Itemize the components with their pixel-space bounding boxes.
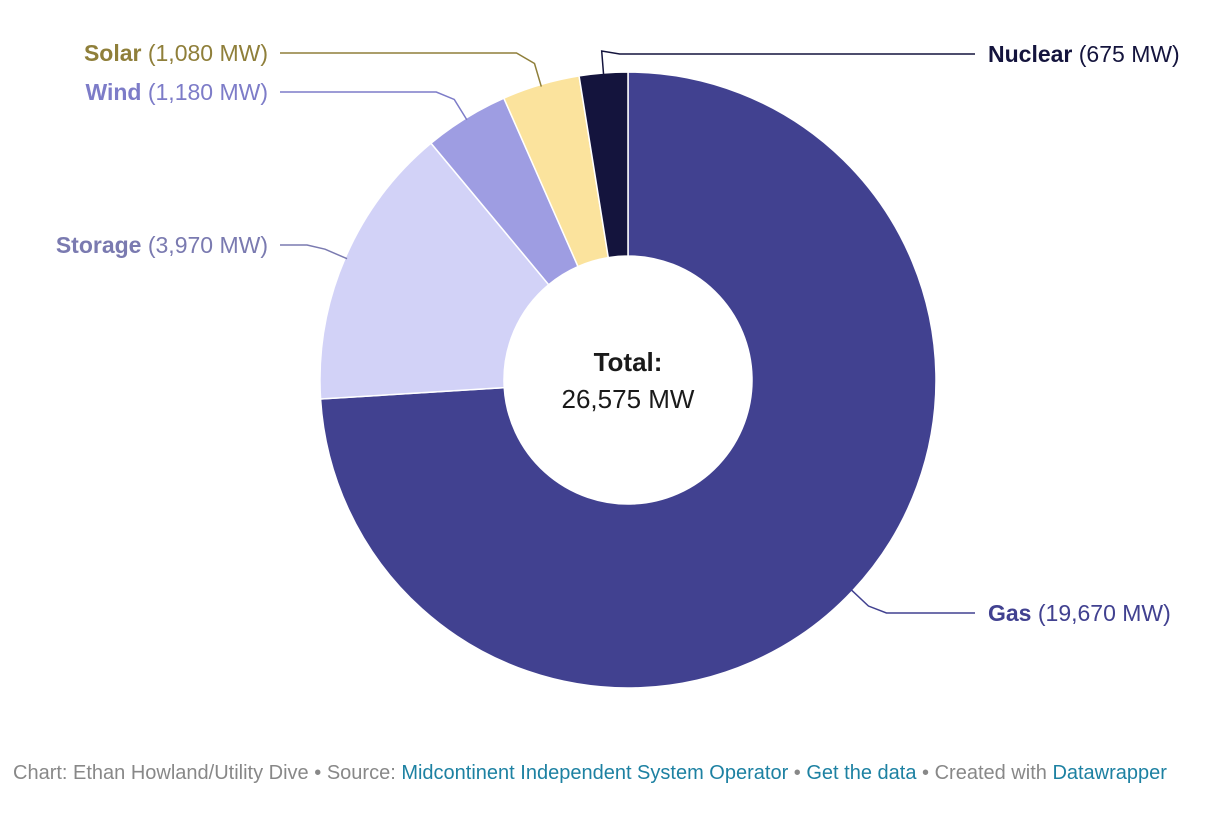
chart-footer: Chart: Ethan Howland/Utility Dive • Sour… [13, 760, 1183, 786]
label-name-storage: Storage [56, 232, 142, 258]
slice-labels: Gas (19,670 MW) Storage (3,970 MW) Wind (1… [56, 40, 1180, 626]
label-value-nuclear: (675 MW) [1072, 41, 1179, 67]
label-name-nuclear: Nuclear [988, 41, 1072, 67]
get-the-data-link[interactable]: Get the data [806, 762, 917, 784]
center-total-title: Total: [594, 347, 663, 377]
leader-line-wind [280, 91, 468, 121]
leader-line-nuclear [600, 50, 975, 76]
footer-separator: • [314, 762, 322, 784]
leader-line-storage [280, 244, 348, 260]
slice-gas [319, 71, 937, 689]
center-total-value: 26,575 MW [562, 384, 695, 414]
label-name-gas: Gas [988, 600, 1031, 626]
label-solar: Solar (1,080 MW) [84, 40, 268, 66]
label-value-gas: (19,670 MW) [1031, 600, 1170, 626]
label-value-solar: (1,080 MW) [141, 40, 268, 66]
leader-line-solar [280, 52, 543, 87]
label-name-wind: Wind [85, 79, 141, 105]
footer-separator: • [922, 762, 930, 784]
source-link[interactable]: Midcontinent Independent System Operator [401, 762, 789, 784]
created-with-text: Created with [934, 762, 1047, 784]
slice-nuclear [578, 71, 629, 259]
label-value-storage: (3,970 MW) [141, 232, 268, 258]
leader-line-gas [850, 589, 975, 614]
label-name-solar: Solar [84, 40, 142, 66]
label-wind: Wind (1,180 MW) [85, 79, 268, 105]
label-gas: Gas (19,670 MW) [988, 600, 1171, 626]
source-prefix: Source: [326, 762, 396, 784]
label-nuclear: Nuclear (675 MW) [988, 41, 1180, 67]
label-value-wind: (1,180 MW) [141, 79, 268, 105]
slice-storage [319, 142, 550, 400]
chart-credit: Chart: Ethan Howland/Utility Dive [13, 762, 309, 784]
datawrapper-link[interactable]: Datawrapper [1052, 762, 1167, 784]
donut-chart: Gas (19,670 MW) Storage (3,970 MW) Wind (1… [56, 40, 1180, 689]
label-leader-lines [280, 50, 975, 614]
donut-slices [319, 71, 937, 689]
label-storage: Storage (3,970 MW) [56, 232, 268, 258]
footer-separator: • [793, 762, 801, 784]
